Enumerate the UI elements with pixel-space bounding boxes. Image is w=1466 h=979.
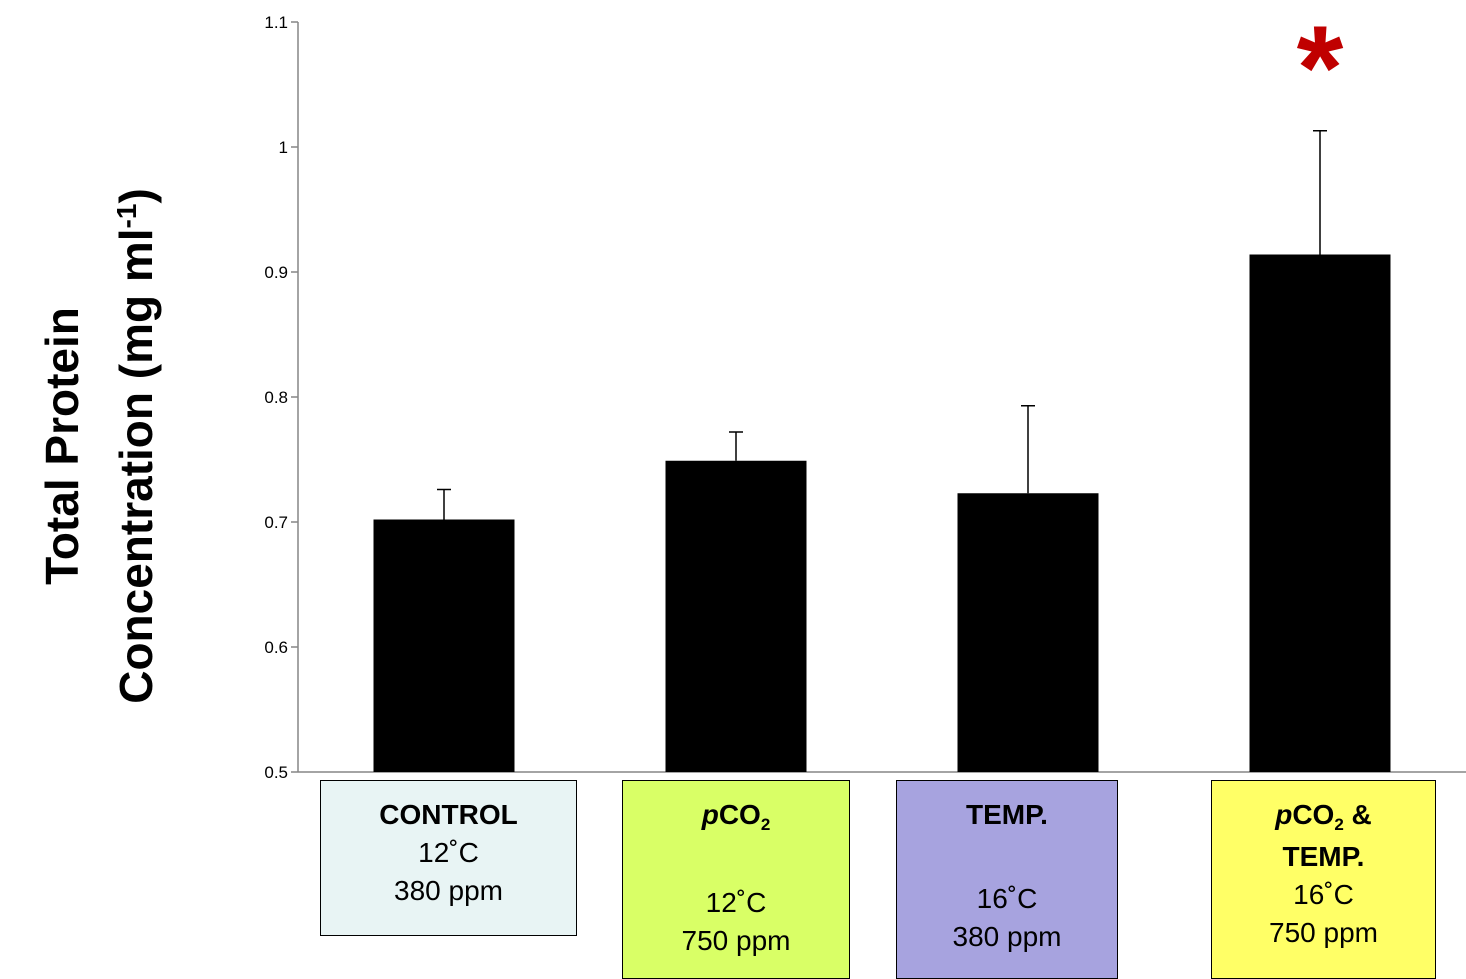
group-co2-ppm: 750 ppm [1269,917,1378,948]
significance-asterisk: * [1297,1,1344,135]
bar [665,460,807,772]
group-name: pCO2 [701,799,771,834]
group-name: TEMP. [966,799,1048,830]
y-axis-title-line1: Total Protein [36,307,88,585]
bar [957,493,1099,772]
y-tick-label: 0.6 [264,638,288,657]
group-temperature: 16˚C [976,883,1038,914]
group-name-line2: TEMP. [1282,841,1365,872]
group-label-box: pCO2 & TEMP. 16˚C 750 ppm [1211,780,1436,979]
y-tick-label: 1 [279,138,288,157]
bar [1249,254,1391,772]
y-tick-label: 0.8 [264,388,288,407]
group-label-box: pCO2 12˚C 750 ppm [622,780,850,979]
group-label-box: CONTROL 12˚C 380 ppm [320,780,577,936]
bars: * [373,1,1391,772]
group-name: pCO2 & [1275,799,1372,834]
group-temperature: 12˚C [418,837,479,868]
group-temperature: 12˚C [705,887,767,918]
group-co2-ppm: 380 ppm [952,921,1062,952]
y-tick-label: 0.9 [264,263,288,282]
y-axis-title-line2: Concentration (mg ml-1) [110,188,162,704]
y-tick-label: 0.5 [264,763,288,782]
y-tick-label: 1.1 [264,13,288,32]
bar [373,519,515,772]
group-label-box: TEMP. 16˚C 380 ppm [896,780,1118,979]
group-co2-ppm: 380 ppm [394,875,503,906]
group-co2-ppm: 750 ppm [681,925,791,956]
group-temperature: 16˚C [1293,879,1354,910]
y-tick-label: 0.7 [264,513,288,532]
group-name: CONTROL [379,799,518,830]
